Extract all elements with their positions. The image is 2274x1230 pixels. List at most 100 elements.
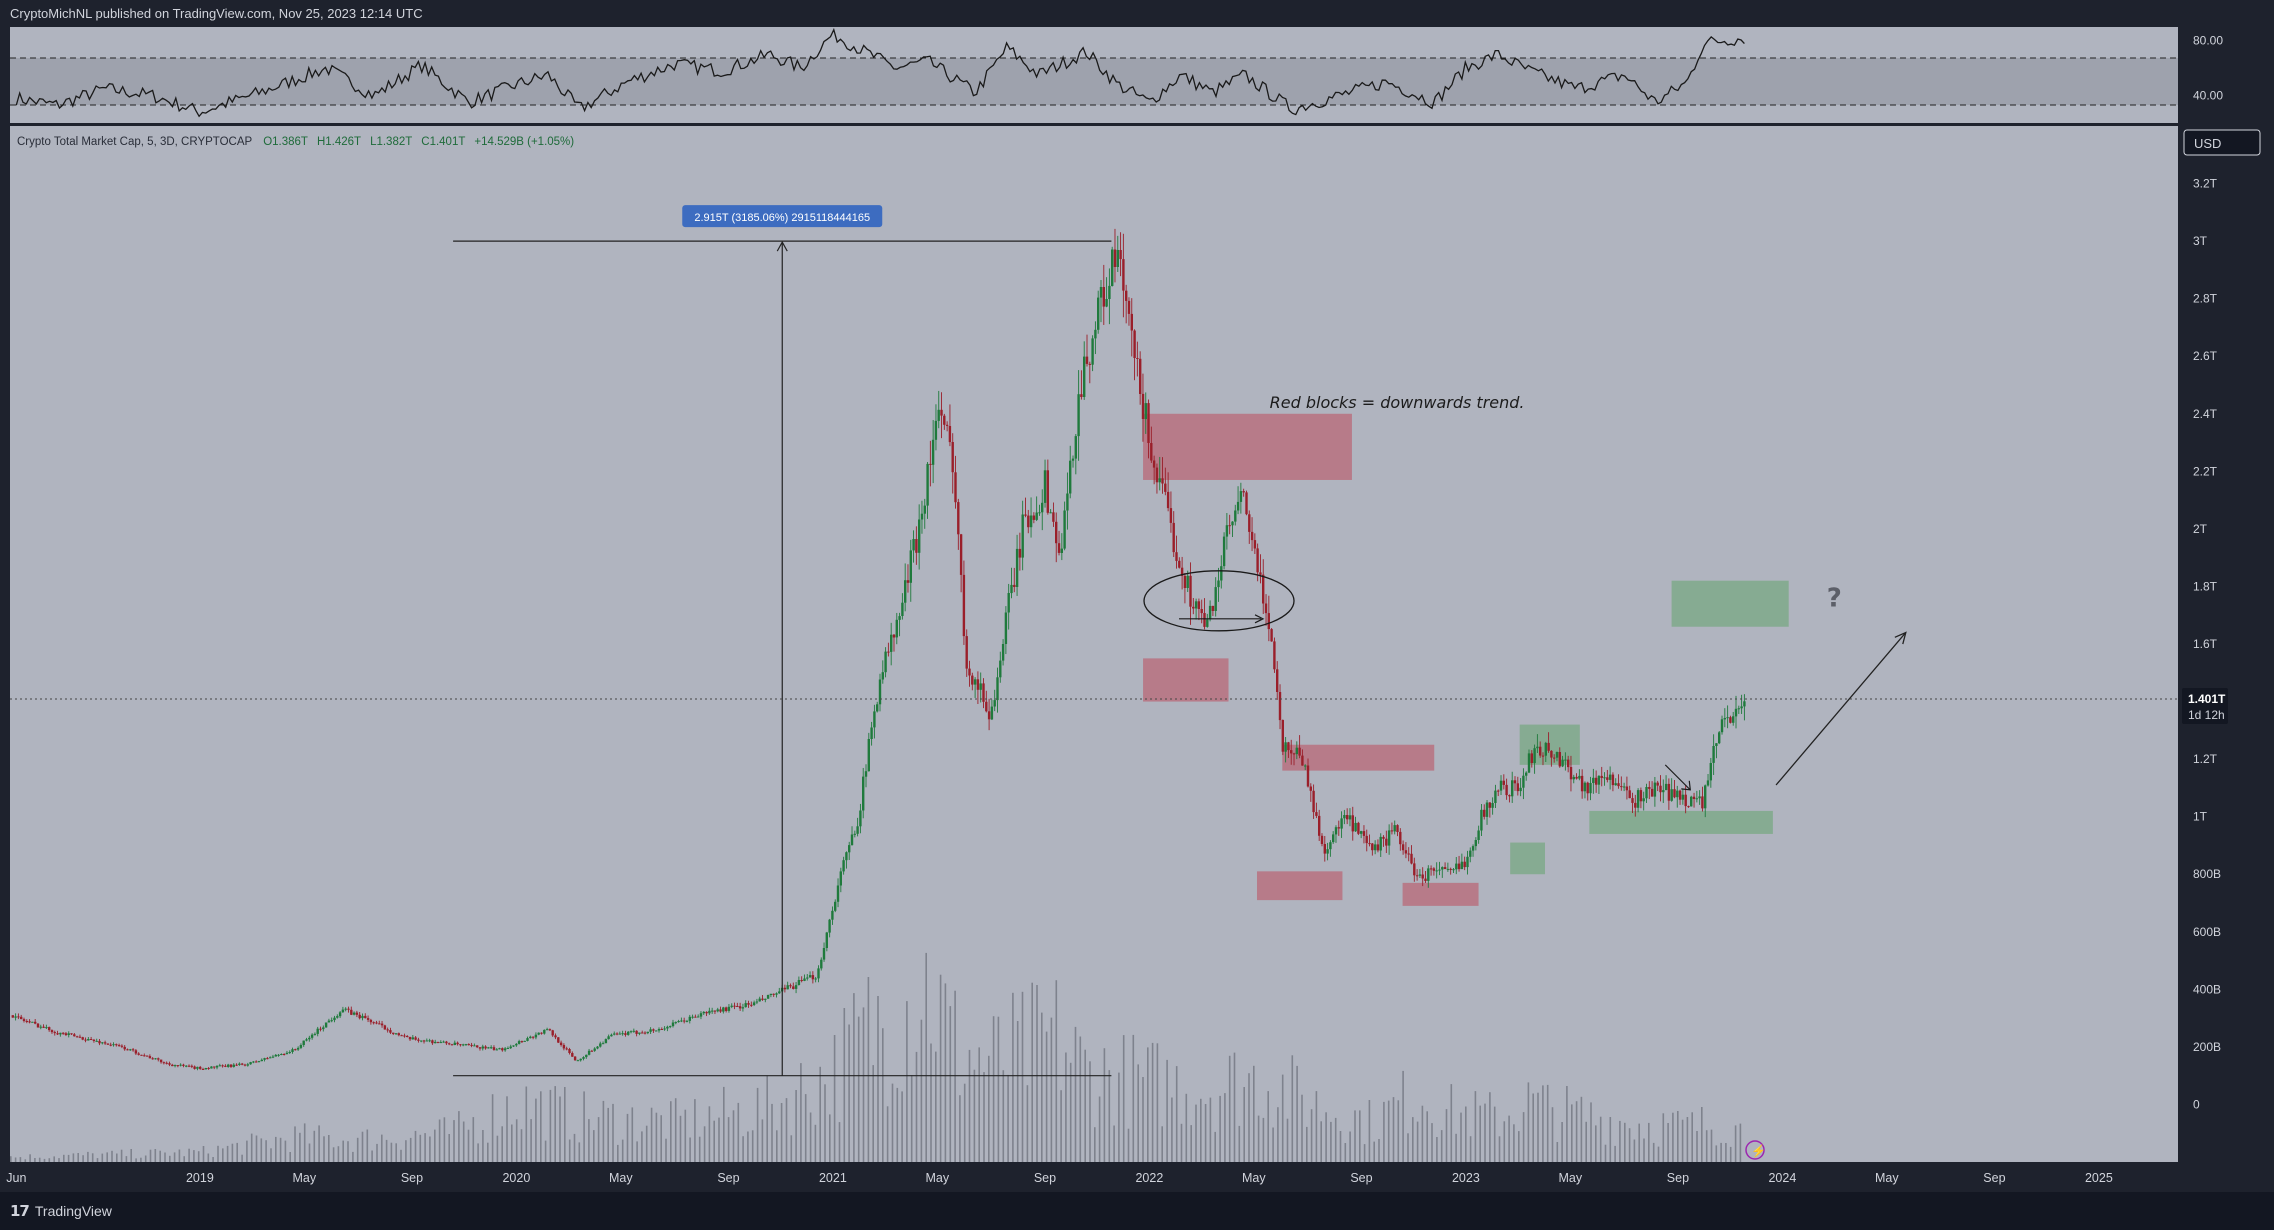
candle-up	[1069, 460, 1072, 494]
candle-up	[1734, 708, 1738, 717]
candle-up	[1340, 818, 1343, 829]
volume-bar	[578, 1142, 581, 1162]
candle-up	[853, 833, 856, 835]
candle-up	[1455, 863, 1458, 870]
candle-down	[201, 1069, 205, 1070]
lightning-icon[interactable]	[1745, 1140, 1765, 1160]
candle-up	[503, 1048, 507, 1051]
volume-bar	[1113, 1125, 1115, 1162]
candle-down	[1371, 843, 1374, 851]
candle-down	[319, 1028, 322, 1030]
candle-up	[613, 1033, 616, 1035]
candle-up	[490, 1047, 493, 1049]
candle-down	[1401, 844, 1405, 851]
candle-down	[358, 1014, 361, 1019]
red-zone-3	[1256, 871, 1343, 901]
candle-down	[1429, 868, 1433, 870]
volume-bar	[1079, 1036, 1082, 1162]
volume-bar	[43, 1158, 46, 1162]
candle-down	[1678, 790, 1682, 800]
candle-down	[403, 1035, 406, 1037]
candle-down	[456, 1042, 459, 1045]
candle-up	[1004, 612, 1008, 644]
volume-bar	[1286, 1118, 1289, 1162]
candle-up	[1015, 548, 1019, 587]
volume-bar	[106, 1152, 108, 1162]
candle-down	[1376, 844, 1380, 851]
candle-down	[1024, 514, 1027, 516]
volume-bar	[1484, 1103, 1486, 1162]
volume-bar	[501, 1126, 503, 1162]
candle-down	[92, 1039, 96, 1041]
candle-down	[408, 1036, 412, 1040]
candle-down	[1650, 788, 1654, 797]
time-tick-label: Sep	[401, 1171, 423, 1185]
candle-up	[1743, 701, 1746, 707]
volume-bar	[804, 1094, 807, 1162]
legend[interactable]: Crypto Total Market Cap, 5, 3D, CRYPTOCA…	[17, 136, 574, 148]
time-tick-label: 2019	[186, 1171, 214, 1185]
volume-bar	[1619, 1120, 1621, 1162]
candle-down	[1729, 717, 1732, 723]
volume-bar	[747, 1131, 749, 1162]
price-pane[interactable]	[10, 126, 2178, 1162]
volume-bar	[265, 1140, 267, 1162]
volume-bar	[414, 1130, 417, 1162]
currency-button[interactable]	[2183, 129, 2261, 156]
rsi-series	[15, 27, 1745, 118]
candle-up	[87, 1039, 90, 1041]
volume-bar	[1426, 1111, 1428, 1162]
volume-bar	[963, 1083, 966, 1162]
price-tag	[2182, 688, 2228, 724]
candle-down	[199, 1066, 202, 1069]
candle-up	[1329, 842, 1332, 850]
candle-down	[34, 1021, 37, 1024]
volume-bar	[429, 1136, 431, 1162]
volume-bar	[665, 1138, 667, 1162]
volume-bar	[1503, 1121, 1506, 1162]
time-axis[interactable]: Jun 2019 May Sep 2020 May Sep 2021 May Sep 2022 May…	[6, 1171, 2113, 1185]
price-tick-label: 2.2T	[2193, 464, 2218, 478]
candle-up	[1373, 844, 1377, 851]
candle-down	[1027, 515, 1030, 528]
candle-up	[850, 834, 854, 846]
volume-bar	[535, 1098, 537, 1162]
price-axis[interactable]: 3.2T 3T 2.8T 2.6T 2.4T 2.2T 2T 1.8T 1.6T 1.2T 1T 80…	[2193, 177, 2221, 1112]
candle-up	[1499, 780, 1503, 791]
volume-bar	[255, 1135, 258, 1162]
candle-up	[1720, 719, 1724, 733]
volume-bar	[1127, 1128, 1130, 1162]
volume-bar	[53, 1156, 55, 1162]
candle-up	[680, 1020, 683, 1022]
volume-bar	[1677, 1111, 1679, 1162]
candle-down	[1415, 875, 1419, 877]
candle-up	[697, 1016, 700, 1018]
tradingview-logo[interactable]: 𝟭𝟳 TradingView	[10, 1202, 112, 1220]
candle-down	[81, 1037, 84, 1040]
candle-up	[1063, 510, 1066, 549]
volume-bar	[544, 1140, 547, 1162]
candle-down	[1362, 831, 1366, 836]
candle-up	[1706, 780, 1710, 786]
candle-up	[884, 651, 887, 673]
volume-bar	[1151, 1042, 1154, 1162]
candle-down	[89, 1039, 93, 1040]
volume-bar	[318, 1125, 320, 1162]
volume-bar	[443, 1117, 446, 1162]
candle-down	[1270, 629, 1273, 642]
candle-down	[1586, 782, 1589, 794]
candle-up	[862, 776, 865, 811]
candle-up	[204, 1068, 207, 1070]
volume-bar	[992, 1016, 995, 1162]
candle-up	[1572, 776, 1575, 780]
rsi-axis[interactable]: 80.00 40.00	[2193, 34, 2223, 103]
candle-up	[1555, 752, 1559, 758]
volume-bar	[935, 1051, 937, 1162]
volume-bar	[448, 1134, 450, 1162]
volume-bar	[684, 1109, 687, 1162]
volume-bar	[886, 1106, 889, 1162]
volume-bar	[222, 1148, 224, 1162]
volume-bar	[1633, 1139, 1636, 1162]
time-tick-label: 2022	[1135, 1171, 1163, 1185]
